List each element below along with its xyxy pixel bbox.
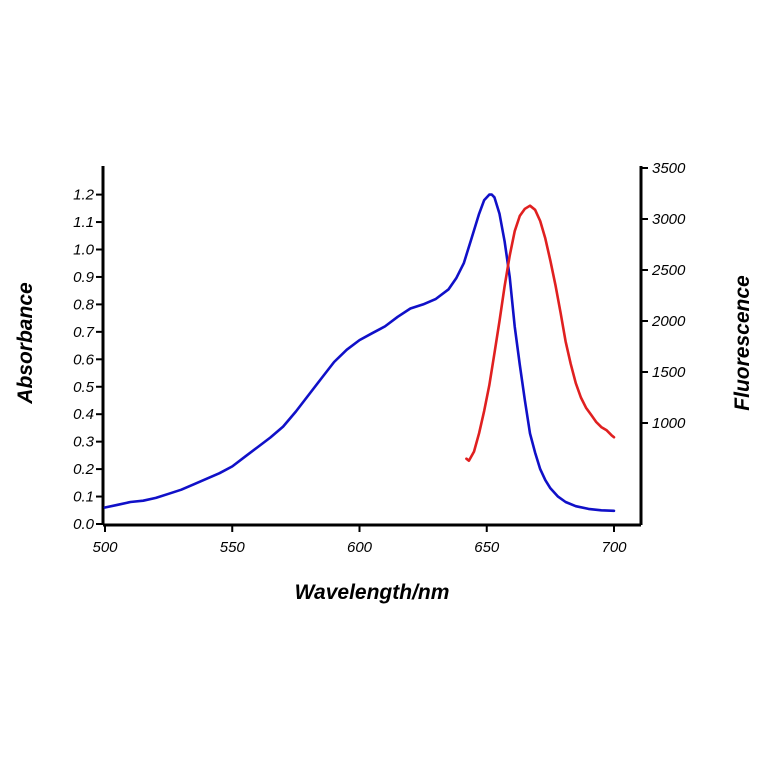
plot-area: 500 550 600 650 700 0.0 0.1 0.2 0.3 0.4 0.5 0.6 0.7 0… [73,160,686,556]
y-tick-label: 0.8 [73,296,95,313]
x-tick-label: 650 [474,539,500,556]
y-tick-label: 0.0 [73,516,95,533]
y-tick-label: 1.0 [73,242,95,259]
y-tick-label: 0.1 [73,489,94,506]
y-tick-label: 0.4 [73,406,94,423]
x-tick-label: 700 [601,539,627,556]
y-axis-title: Absorbance [14,282,37,405]
absorbance-series-line [103,193,616,513]
y-tick-label: 0.7 [73,324,95,341]
x-axis-title: Wavelength/nm [295,581,450,604]
x-tick-label: 500 [92,539,118,556]
y-tick-label: 1.2 [73,187,95,204]
y2-tick-label: 1500 [652,364,686,381]
y2-tick-label: 1000 [652,415,686,432]
y2-tick-label: 3500 [652,160,686,177]
y2-tick-label: 3000 [652,211,686,228]
y-tick-label: 0.5 [73,379,95,396]
y-tick-label: 0.9 [73,269,95,286]
y-tick-label: 0.3 [73,434,95,451]
fluorescence-series-line [465,204,616,463]
x-tick-label: 550 [220,539,246,556]
y-tick-label: 0.6 [73,351,95,368]
x-tick-label: 600 [347,539,373,556]
y-tick-label: 0.2 [73,461,95,478]
y2-tick-label: 2500 [651,262,686,279]
y-tick-label: 1.1 [73,214,94,231]
y2-tick-label: 2000 [651,313,686,330]
y2-axis-title: Fluorescence [731,275,754,411]
